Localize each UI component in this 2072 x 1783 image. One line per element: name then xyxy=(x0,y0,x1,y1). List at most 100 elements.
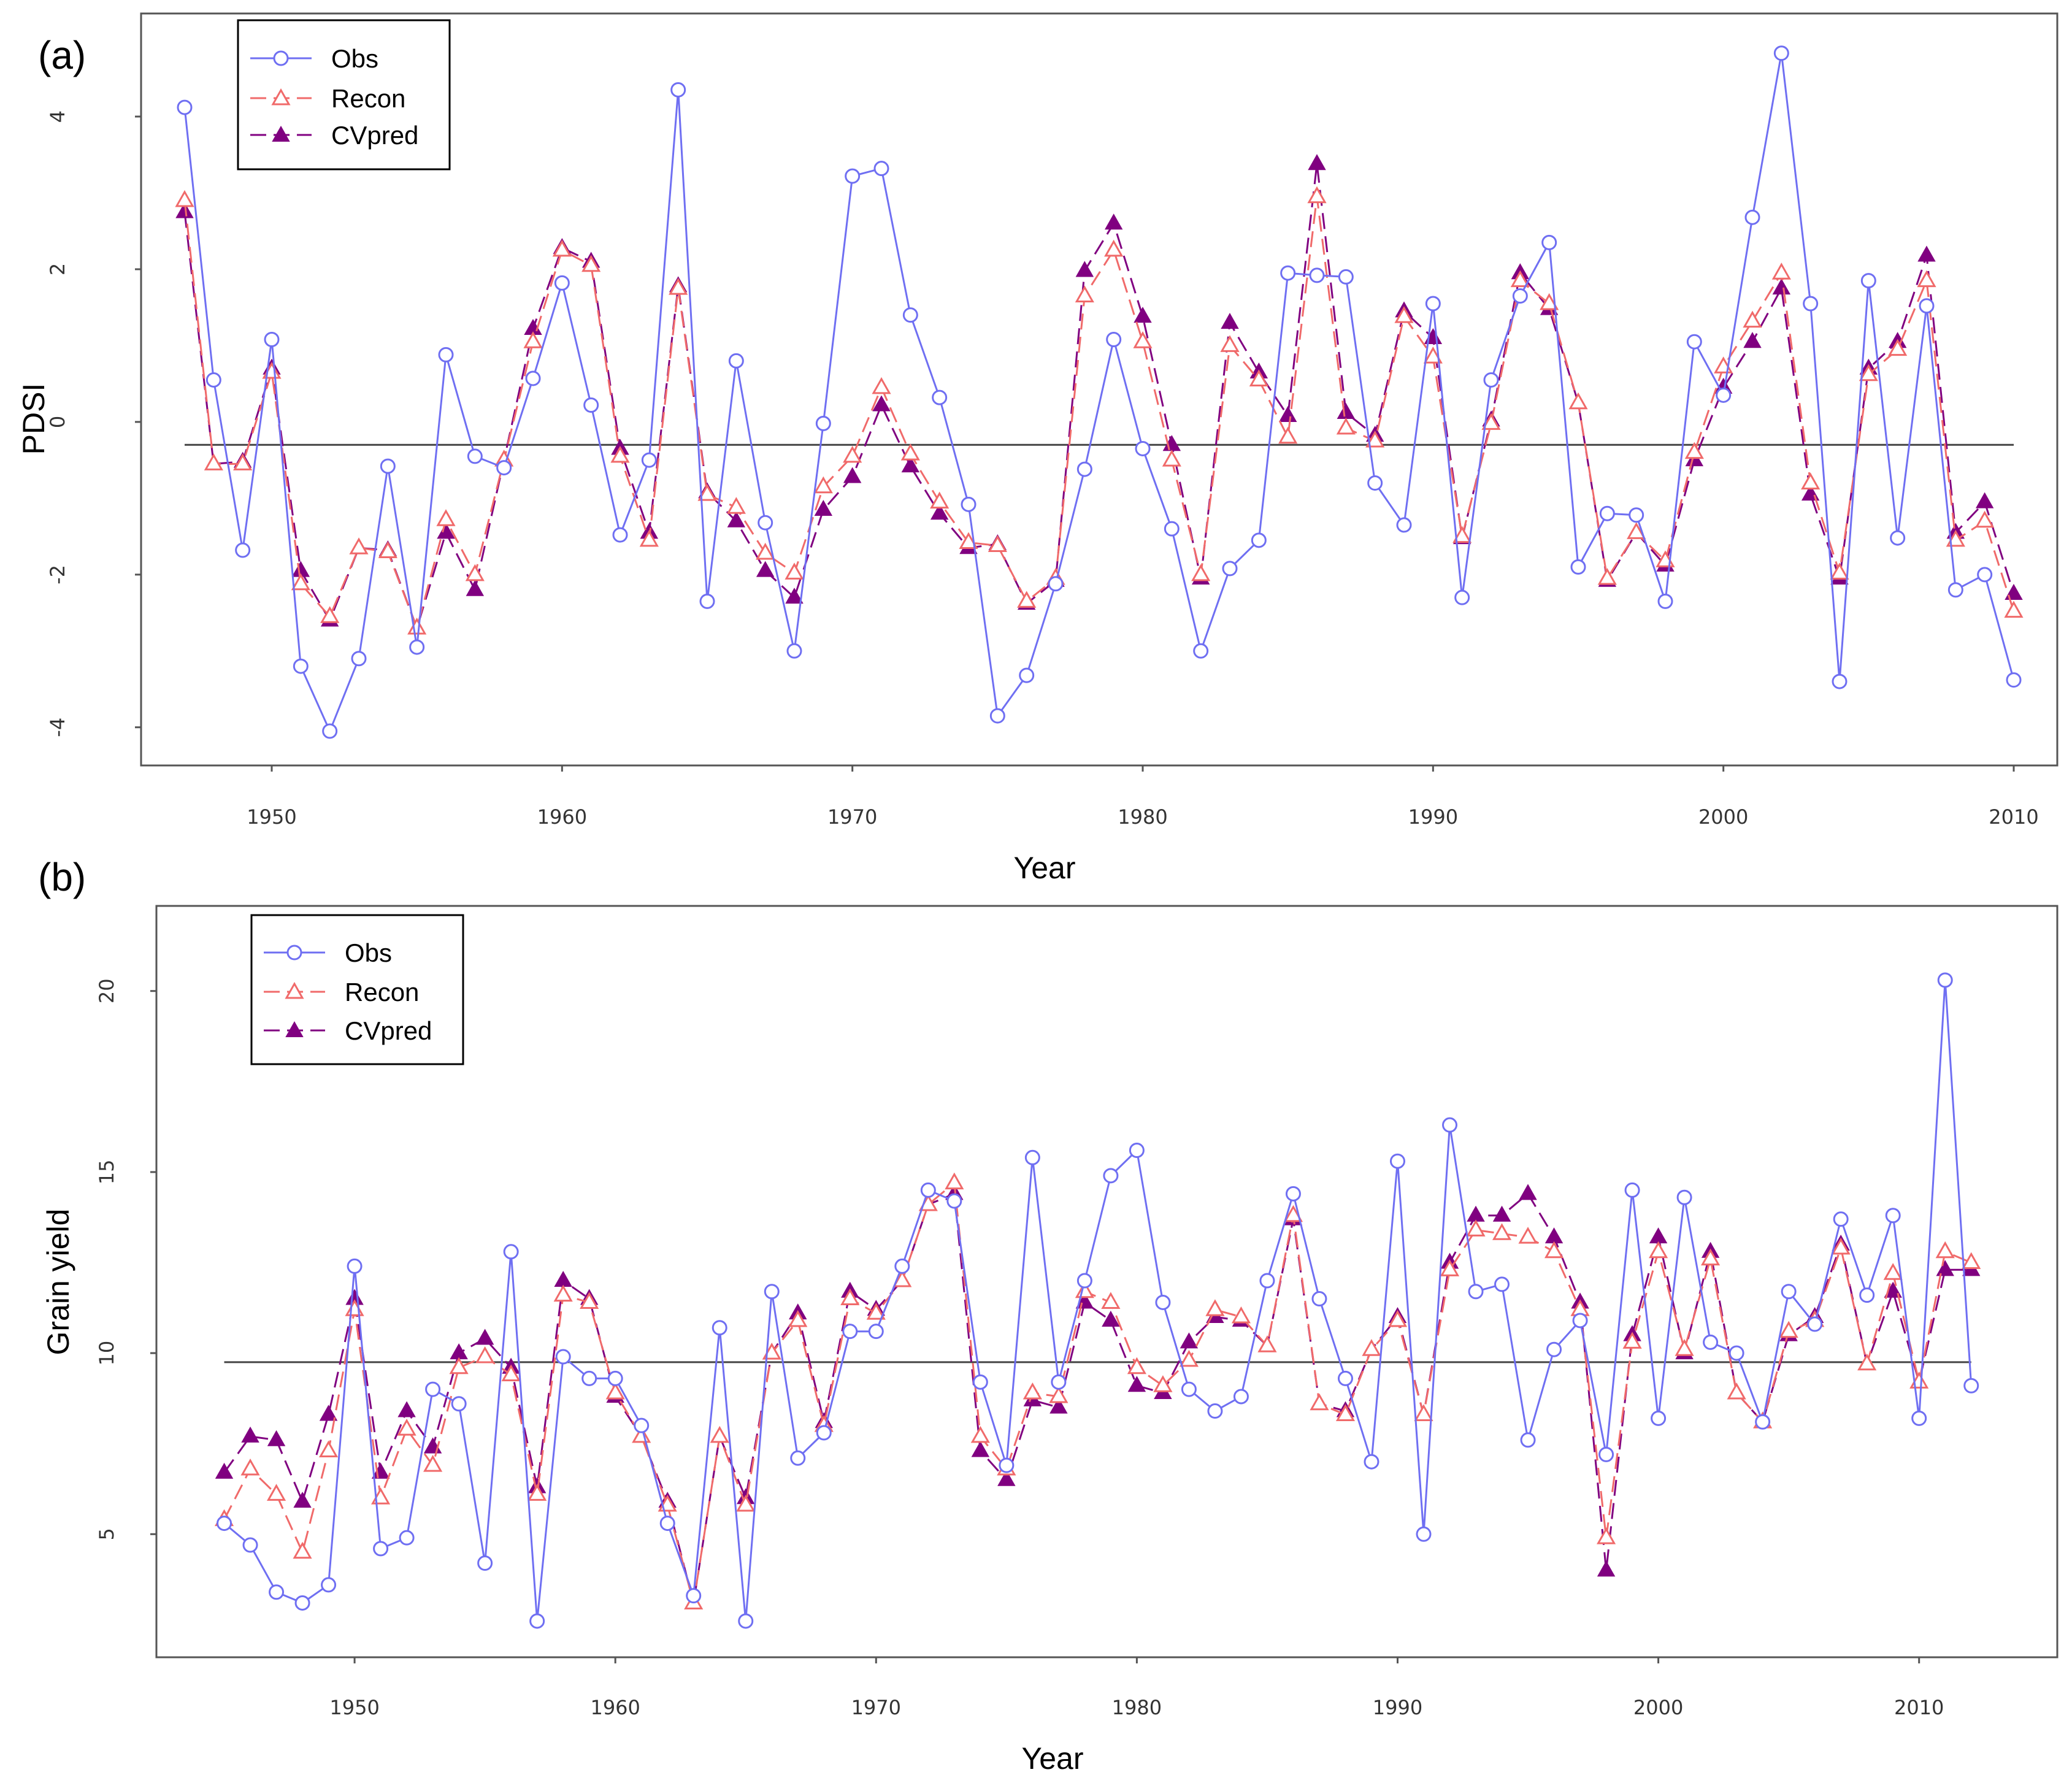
series-obs-point xyxy=(764,1284,780,1300)
series-obs-point xyxy=(581,1370,597,1386)
series-cvpred xyxy=(175,154,2023,634)
x-tick-label: 2000 xyxy=(1633,1696,1683,1719)
series-obs-point xyxy=(294,1595,310,1611)
series-cvpred-point xyxy=(371,1462,390,1479)
series-obs-point xyxy=(293,658,309,674)
series-obs-point xyxy=(1570,559,1586,575)
series-recon-point xyxy=(892,1270,912,1287)
panel-b-series xyxy=(214,972,1981,1629)
legend-obs-label: Obs xyxy=(331,44,378,73)
series-recon-point xyxy=(1387,1309,1408,1327)
series-obs-point xyxy=(1494,1276,1510,1292)
series-obs-point xyxy=(1919,298,1935,314)
series-recon xyxy=(214,1172,1981,1609)
series-recon-point xyxy=(1440,1259,1460,1276)
series-obs-point xyxy=(1483,372,1499,388)
series-obs-point xyxy=(1259,1273,1275,1289)
series-recon-point xyxy=(204,453,223,470)
series-obs-point xyxy=(842,1324,858,1340)
series-cvpred-point xyxy=(843,467,862,483)
series-cvpred-line xyxy=(183,163,2015,629)
series-obs-point xyxy=(1425,296,1441,312)
series-obs-point xyxy=(1807,1316,1823,1332)
panel-b: (b) Grain yield Year 5 10 15 20 1950 1960 197… xyxy=(38,855,2059,1776)
series-recon-point xyxy=(1596,1527,1616,1544)
series-obs-point xyxy=(399,1530,415,1546)
series-obs-point xyxy=(1803,296,1819,312)
series-obs-point xyxy=(438,347,454,362)
series-obs-point xyxy=(1207,1403,1223,1419)
series-obs-point xyxy=(1716,387,1732,403)
series-obs-point xyxy=(1076,461,1092,477)
series-obs-point xyxy=(1911,1410,1927,1426)
series-obs-point xyxy=(1599,505,1615,521)
x-tick-label: 1980 xyxy=(1118,805,1167,829)
series-cvpred-point xyxy=(475,1329,494,1345)
series-obs-point xyxy=(845,168,861,184)
series-recon-point xyxy=(1133,331,1153,348)
series-obs-point xyxy=(902,307,918,323)
series-obs-point xyxy=(1703,1334,1719,1350)
panel-a-ylabel: PDSI xyxy=(17,383,51,455)
y-tick-label: 20 xyxy=(95,978,118,1003)
series-obs-point xyxy=(177,99,193,115)
series-recon-line xyxy=(183,196,2015,629)
series-obs-point xyxy=(815,415,831,431)
series-cvpred-point xyxy=(1102,1310,1120,1327)
series-recon-point xyxy=(240,1458,260,1476)
series-obs-point xyxy=(373,1541,389,1557)
series-obs-point xyxy=(659,1516,675,1532)
series-obs-point xyxy=(1676,1189,1692,1205)
series-cvpred-point xyxy=(1519,1184,1537,1200)
series-recon-point xyxy=(1394,306,1414,323)
series-obs-point xyxy=(1019,667,1035,683)
series-recon-point xyxy=(1888,339,1908,356)
series-recon-point xyxy=(1191,564,1211,581)
y-tick-label: 15 xyxy=(95,1160,118,1185)
series-obs-point xyxy=(1657,593,1673,609)
series-recon-point xyxy=(1779,1321,1798,1338)
series-obs-point xyxy=(712,1320,727,1336)
series-recon-point xyxy=(407,617,427,635)
x-tick-label: 1960 xyxy=(537,805,587,829)
series-recon-point xyxy=(1544,1241,1564,1259)
series-obs-point xyxy=(264,331,280,347)
panel-a-xlabel: Year xyxy=(1013,851,1075,885)
series-recon-point xyxy=(233,453,253,470)
series-cvpred-point xyxy=(293,1492,312,1508)
series-cvpred-point xyxy=(1134,307,1152,323)
series-recon-point xyxy=(1597,568,1617,585)
series-obs-point xyxy=(235,542,251,558)
series-recon-point xyxy=(1023,1382,1042,1400)
series-recon-point xyxy=(988,535,1007,553)
series-obs-point xyxy=(1598,1446,1614,1462)
series-recon-point xyxy=(1283,1205,1303,1222)
series-recon-point xyxy=(1365,430,1385,448)
series-obs-point xyxy=(1309,267,1325,283)
series-obs-point xyxy=(351,651,367,667)
series-obs-point xyxy=(496,460,512,476)
series-cvpred-point xyxy=(1936,1260,1954,1276)
series-recon-point xyxy=(1205,1299,1225,1316)
series-obs-point xyxy=(1364,1454,1379,1470)
series-recon-point xyxy=(1701,1248,1721,1266)
series-obs-point xyxy=(1512,288,1528,304)
series-recon-point xyxy=(1257,1335,1277,1352)
series-recon-point xyxy=(581,255,601,272)
panel-a-series xyxy=(175,45,2024,739)
series-recon-point xyxy=(2004,600,2024,618)
series-obs-point xyxy=(612,527,628,543)
series-obs-point xyxy=(380,458,396,474)
series-recon-point xyxy=(872,377,891,394)
legend-obs-marker xyxy=(286,945,302,961)
series-recon-point xyxy=(1492,1223,1512,1240)
series-obs-point xyxy=(503,1244,519,1260)
series-obs-point xyxy=(269,1584,285,1600)
series-cvpred-point xyxy=(267,1430,286,1446)
series-recon-point xyxy=(291,573,310,591)
x-tick-label: 1990 xyxy=(1373,1696,1422,1719)
series-obs-point xyxy=(758,515,773,531)
series-recon-point xyxy=(1917,270,1936,288)
series-recon-point xyxy=(1466,1219,1486,1237)
